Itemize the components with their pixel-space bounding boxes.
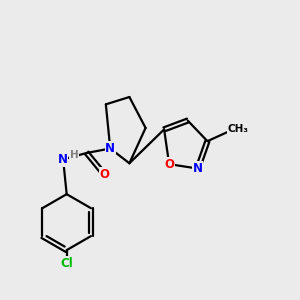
Text: Cl: Cl bbox=[60, 257, 73, 270]
Text: N: N bbox=[105, 142, 115, 155]
Text: O: O bbox=[99, 168, 110, 181]
Text: CH₃: CH₃ bbox=[228, 124, 249, 134]
Text: O: O bbox=[164, 158, 174, 171]
Text: N: N bbox=[58, 153, 68, 166]
Text: N: N bbox=[193, 162, 203, 175]
Text: H: H bbox=[70, 150, 79, 160]
